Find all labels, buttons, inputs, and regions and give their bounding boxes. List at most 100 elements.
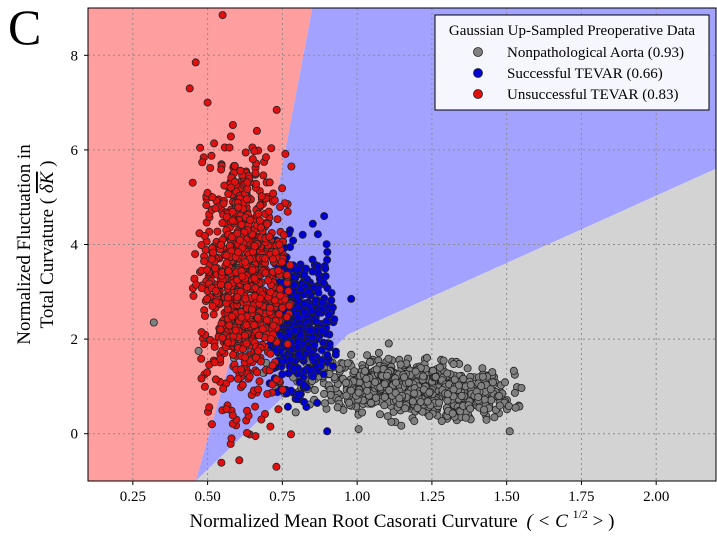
point-unsuccessful-tevar xyxy=(210,358,219,367)
point-unsuccessful-tevar xyxy=(228,121,237,130)
point-unsuccessful-tevar xyxy=(189,291,198,300)
point-unsuccessful-tevar xyxy=(191,250,200,259)
point-unsuccessful-tevar xyxy=(233,229,242,238)
point-unsuccessful-tevar xyxy=(262,316,271,325)
point-successful-tevar xyxy=(299,380,308,389)
x-tick-label: 1.50 xyxy=(494,489,520,505)
point-unsuccessful-tevar xyxy=(248,266,257,275)
point-successful-tevar xyxy=(306,326,315,335)
point-nonpathological-aorta xyxy=(371,378,380,387)
point-nonpathological-aorta xyxy=(366,398,375,407)
point-nonpathological-aorta xyxy=(342,391,351,400)
point-unsuccessful-tevar xyxy=(268,255,277,264)
y-axis-label-line2-text: Total Curvature ( xyxy=(37,198,58,329)
point-nonpathological-aorta xyxy=(457,391,466,400)
x-axis-ticks: 0.25 0.50 0.75 1.00 1.25 1.50 1.75 2.00 xyxy=(120,481,669,505)
point-unsuccessful-tevar xyxy=(216,240,225,249)
y-axis-ticks: 0 2 4 6 8 xyxy=(71,48,88,443)
point-nonpathological-aorta xyxy=(482,415,491,424)
point-unsuccessful-tevar xyxy=(228,312,237,321)
y-axis-label-line1: Normalized Fluctuation in xyxy=(14,144,35,345)
x-tick-label: 1.75 xyxy=(568,489,594,505)
point-nonpathological-aorta xyxy=(454,381,463,390)
y-tick-label: 2 xyxy=(71,332,79,348)
point-unsuccessful-tevar xyxy=(282,270,291,279)
point-nonpathological-aorta xyxy=(380,379,389,388)
point-unsuccessful-tevar xyxy=(200,311,209,320)
point-nonpathological-aorta xyxy=(463,364,472,373)
point-successful-tevar xyxy=(289,236,298,245)
legend-marker xyxy=(473,68,483,78)
point-successful-tevar xyxy=(327,296,336,305)
point-unsuccessful-tevar xyxy=(241,353,250,362)
point-unsuccessful-tevar xyxy=(185,84,194,93)
point-successful-tevar xyxy=(290,280,299,289)
point-nonpathological-aorta xyxy=(505,427,514,436)
point-unsuccessful-tevar xyxy=(256,294,265,303)
point-nonpathological-aorta xyxy=(362,374,371,383)
point-unsuccessful-tevar xyxy=(217,280,226,289)
point-unsuccessful-tevar xyxy=(203,98,212,107)
point-unsuccessful-tevar xyxy=(255,216,264,225)
point-nonpathological-aorta xyxy=(423,397,432,406)
point-unsuccessful-tevar xyxy=(265,178,274,187)
point-unsuccessful-tevar xyxy=(224,338,233,347)
point-unsuccessful-tevar xyxy=(197,284,206,293)
point-unsuccessful-tevar xyxy=(222,251,231,260)
point-nonpathological-aorta xyxy=(413,404,422,413)
point-unsuccessful-tevar xyxy=(228,207,237,216)
point-successful-tevar xyxy=(325,339,334,348)
point-nonpathological-aorta xyxy=(425,388,434,397)
point-nonpathological-aorta xyxy=(422,353,431,362)
point-nonpathological-aorta xyxy=(346,386,355,395)
point-successful-tevar xyxy=(294,313,303,322)
point-successful-tevar xyxy=(322,240,331,249)
point-unsuccessful-tevar xyxy=(230,177,239,186)
point-successful-tevar xyxy=(293,343,302,352)
point-successful-tevar xyxy=(290,326,299,335)
point-unsuccessful-tevar xyxy=(196,143,205,152)
point-nonpathological-aorta xyxy=(488,368,497,377)
point-unsuccessful-tevar xyxy=(233,374,242,383)
point-unsuccessful-tevar xyxy=(275,284,284,293)
point-successful-tevar xyxy=(347,294,356,303)
point-nonpathological-aorta xyxy=(425,411,434,420)
point-unsuccessful-tevar xyxy=(265,232,274,241)
point-unsuccessful-tevar xyxy=(250,274,259,283)
point-unsuccessful-tevar xyxy=(271,248,280,257)
point-unsuccessful-tevar xyxy=(234,203,243,212)
point-unsuccessful-tevar xyxy=(208,387,217,396)
point-unsuccessful-tevar xyxy=(266,334,275,343)
legend: Gaussian Up-Sampled Preoperative Data No… xyxy=(434,14,710,111)
point-unsuccessful-tevar xyxy=(241,258,250,267)
point-nonpathological-aorta xyxy=(478,364,487,373)
point-unsuccessful-tevar xyxy=(245,215,254,224)
point-successful-tevar xyxy=(321,272,330,281)
point-unsuccessful-tevar xyxy=(228,216,237,225)
point-successful-tevar xyxy=(308,333,317,342)
point-unsuccessful-tevar xyxy=(248,155,257,164)
point-successful-tevar xyxy=(330,315,339,324)
point-unsuccessful-tevar xyxy=(251,283,260,292)
point-unsuccessful-tevar xyxy=(252,126,261,135)
point-unsuccessful-tevar xyxy=(197,241,206,250)
point-nonpathological-aorta xyxy=(443,369,452,378)
point-unsuccessful-tevar xyxy=(234,248,243,257)
point-unsuccessful-tevar xyxy=(254,347,263,356)
point-unsuccessful-tevar xyxy=(237,313,246,322)
point-unsuccessful-tevar xyxy=(261,254,270,263)
point-nonpathological-aorta xyxy=(365,358,374,367)
point-successful-tevar xyxy=(329,362,338,371)
point-unsuccessful-tevar xyxy=(242,321,251,330)
point-successful-tevar xyxy=(286,243,295,252)
point-nonpathological-aorta xyxy=(385,386,394,395)
point-nonpathological-aorta xyxy=(320,399,329,408)
point-successful-tevar xyxy=(299,307,308,316)
point-unsuccessful-tevar xyxy=(267,144,276,153)
point-unsuccessful-tevar xyxy=(268,361,277,370)
point-unsuccessful-tevar xyxy=(235,456,244,465)
point-nonpathological-aorta xyxy=(461,413,470,422)
point-unsuccessful-tevar xyxy=(243,185,252,194)
point-unsuccessful-tevar xyxy=(217,458,226,467)
